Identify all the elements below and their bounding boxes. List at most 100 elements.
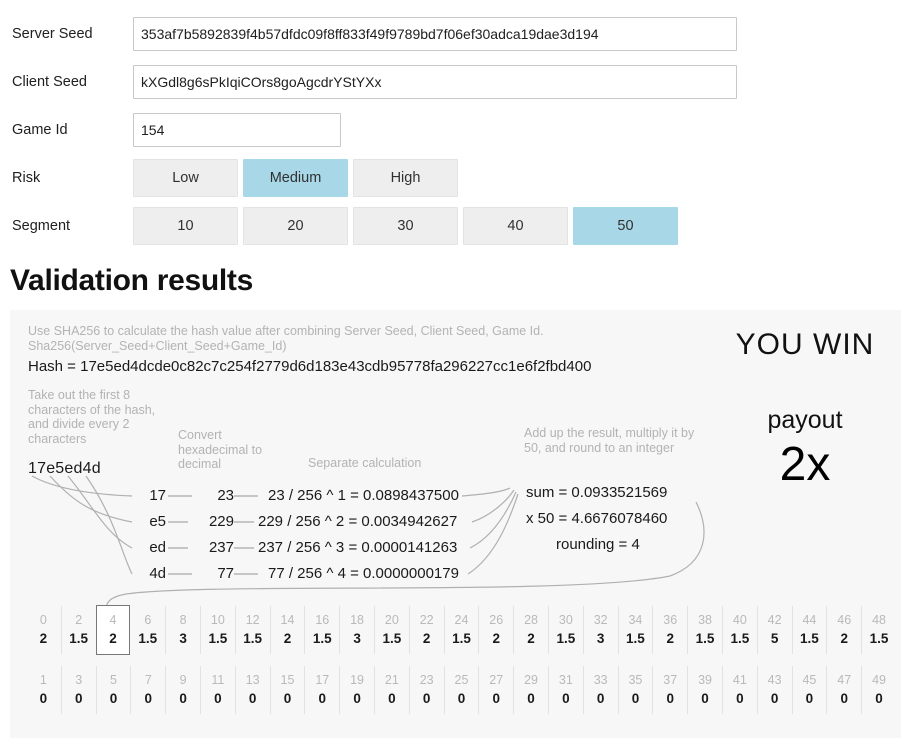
segment-index: 45 — [802, 673, 817, 687]
segment-cell: 40 1.5 — [721, 606, 757, 654]
segment-index: 17 — [315, 673, 330, 687]
segment-value: 2 — [109, 631, 117, 646]
segment-index: 29 — [524, 673, 538, 687]
segment-index: 44 — [802, 613, 817, 627]
segment-index: 47 — [837, 673, 852, 687]
calc-dec: 23 — [217, 486, 234, 504]
segment-value: 0 — [39, 691, 48, 706]
segment-option-20[interactable]: 20 — [243, 207, 348, 245]
segment-index: 40 — [732, 613, 747, 627]
calc-expr: 229 / 256 ^ 2 = 0.0034942627 — [258, 512, 458, 530]
segment-value: 2 — [527, 631, 535, 646]
calc-expr: 77 / 256 ^ 4 = 0.0000000179 — [268, 564, 459, 582]
segment-value: 0 — [388, 691, 396, 706]
segment-cell: 34 1.5 — [617, 606, 653, 654]
segment-cell: 37 0 — [652, 666, 687, 714]
client-seed-input[interactable]: kXGdl8g6sPkIqiCOrs8goAgcdrYStYXx — [133, 65, 737, 99]
segment-index: 13 — [245, 673, 260, 687]
sum-value: sum = 0.0933521569 — [526, 484, 668, 501]
segment-cell: 19 0 — [339, 666, 374, 714]
segment-index: 30 — [558, 613, 573, 627]
segment-cell: 31 0 — [547, 666, 583, 714]
segment-cell: 11 0 — [199, 666, 235, 714]
segment-index: 20 — [384, 613, 399, 627]
segment-option-40[interactable]: 40 — [463, 207, 568, 245]
risk-option-medium[interactable]: Medium — [243, 159, 348, 197]
segment-cell: 20 1.5 — [373, 606, 409, 654]
segment-option-10[interactable]: 10 — [133, 207, 238, 245]
segment-cell: 16 1.5 — [304, 606, 339, 654]
segment-cell: 45 0 — [791, 666, 827, 714]
segment-value: 2 — [422, 631, 431, 646]
segment-value: 1.5 — [208, 631, 228, 646]
segment-cell: 21 0 — [373, 666, 409, 714]
risk-option-high[interactable]: High — [353, 159, 458, 197]
segment-index: 19 — [350, 673, 365, 687]
validation-results-panel: Use SHA256 to calculate the hash value a… — [10, 310, 901, 738]
segment-value: 1.5 — [730, 631, 750, 646]
game-id-label: Game Id — [12, 122, 68, 138]
game-id-input[interactable]: 154 — [133, 113, 341, 147]
note-separate-calculation: Separate calculation — [308, 456, 422, 470]
segment-value: 0 — [562, 691, 570, 706]
risk-option-low[interactable]: Low — [133, 159, 238, 197]
segment-cell: 29 0 — [513, 666, 548, 714]
segment-cell: 47 0 — [826, 666, 861, 714]
segment-value: 1.5 — [138, 631, 158, 646]
segment-cell: 22 2 — [408, 606, 444, 654]
calculation-row: 4d 77 77 / 256 ^ 4 = 0.0000000179 — [10, 560, 901, 586]
segment-value: 3 — [596, 631, 605, 646]
segment-cell: 30 1.5 — [547, 606, 583, 654]
segment-value: 0 — [74, 691, 83, 706]
segment-index: 46 — [837, 613, 852, 627]
segment-index: 5 — [110, 673, 117, 687]
segment-value: 0 — [666, 691, 674, 706]
segment-value: 0 — [805, 691, 814, 706]
segment-index: 21 — [384, 673, 399, 687]
server-seed-input[interactable]: 353af7b5892839f4b57dfdc09f8ff833f49f9789… — [133, 17, 737, 51]
segment-value: 1.5 — [869, 631, 889, 646]
segment-index: 34 — [628, 613, 643, 627]
segment-index: 42 — [767, 613, 782, 627]
segment-value: 1.5 — [452, 631, 471, 646]
segment-value: 3 — [353, 631, 361, 646]
segment-cell: 38 1.5 — [687, 606, 722, 654]
hash-explanation-line1: Use SHA256 to calculate the hash value a… — [28, 324, 544, 338]
segment-index: 15 — [280, 673, 295, 687]
segment-index: 38 — [698, 613, 712, 627]
segment-cell: 35 0 — [617, 666, 653, 714]
segment-value: 0 — [770, 691, 779, 706]
calc-hex: ed — [149, 538, 166, 556]
segment-value: 0 — [875, 691, 883, 706]
segment-value: 0 — [214, 691, 222, 706]
risk-label: Risk — [12, 170, 41, 186]
multiply-value: x 50 = 4.6676078460 — [526, 510, 668, 527]
client-seed-label: Client Seed — [12, 74, 87, 90]
segment-cell: 10 1.5 — [199, 606, 235, 654]
segment-index: 32 — [593, 613, 608, 627]
form-row-segment: Segment 10 20 30 40 50 — [0, 202, 911, 250]
segment-value: 0 — [144, 691, 153, 706]
calc-dec: 237 — [208, 538, 234, 556]
segment-index: 0 — [39, 613, 47, 627]
segment-index: 33 — [593, 673, 608, 687]
segment-cell: 6 1.5 — [130, 606, 165, 654]
hash-explanation-line2: Sha256(Server_Seed+Client_Seed+Game_Id) — [28, 338, 287, 353]
segment-value: 0 — [179, 691, 187, 706]
segment-cell: 36 2 — [652, 606, 687, 654]
calculation-rows: 17 23 23 / 256 ^ 1 = 0.0898437500 e5 229… — [10, 482, 901, 586]
segment-cell: 26 2 — [478, 606, 513, 654]
segment-cell: 12 1.5 — [234, 606, 270, 654]
segment-option-50[interactable]: 50 — [573, 207, 678, 245]
segment-option-30[interactable]: 30 — [353, 207, 458, 245]
segment-index: 25 — [454, 673, 469, 687]
calc-expr: 23 / 256 ^ 1 = 0.0898437500 — [268, 486, 459, 504]
payout-multiplier: 2x — [779, 438, 831, 491]
segment-value: 1.5 — [243, 631, 263, 646]
hash-value: Hash = 17e5ed4dcde0c82c7c254f2779d6d183e… — [28, 358, 592, 375]
calc-hex: 17 — [149, 486, 166, 504]
segment-cell: 2 1.5 — [60, 606, 96, 654]
segment-value: 0 — [353, 691, 361, 706]
